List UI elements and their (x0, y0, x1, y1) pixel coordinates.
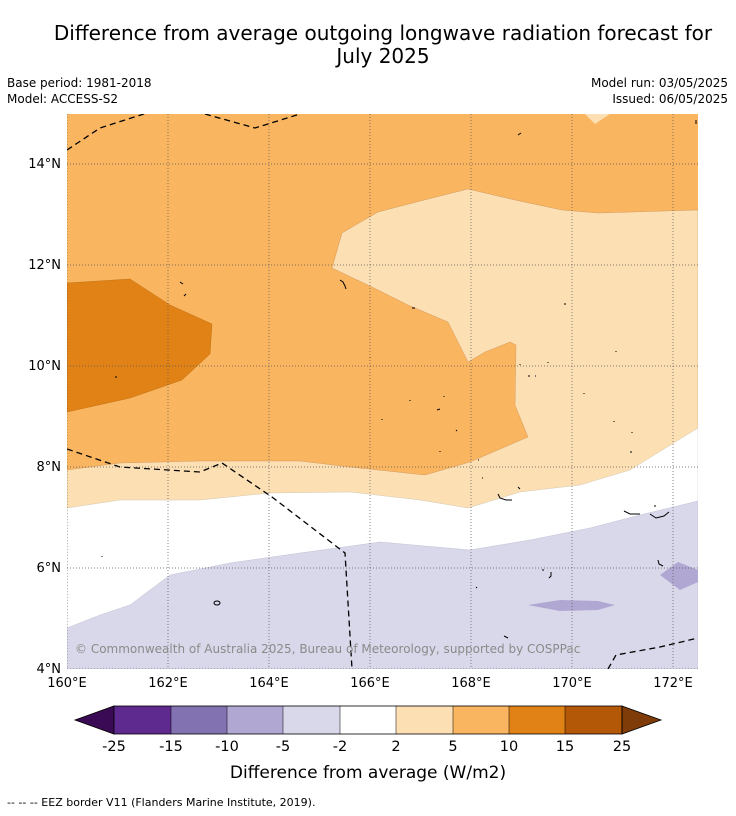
cb-tick-9: 25 (613, 739, 631, 755)
lat-label-8n: 8°N (37, 460, 62, 475)
cb-tick-3: -5 (276, 739, 290, 755)
cb-tick-6: 5 (448, 739, 457, 755)
colorbar-dividers (170, 706, 566, 734)
cb-tick-1: -15 (159, 739, 183, 755)
lon-label-166e: 166°E (350, 676, 390, 691)
lat-label-4n: 4°N (37, 662, 62, 677)
colorbar-outline (113, 705, 623, 735)
region-minus-5-to-minus-2 (67, 500, 698, 669)
colorbar-swatch-6 (396, 706, 453, 734)
colorbar-tick-labels: -25 -15 -10 -5 -2 2 5 10 15 25 (102, 739, 631, 755)
lon-label-168e: 168°E (451, 676, 491, 691)
meta-right: Model run: 03/05/2025 Issued: 06/05/2025 (591, 75, 728, 107)
model-name: Model: ACCESS-S2 (7, 92, 119, 106)
colorbar: -25 -15 -10 -5 -2 2 5 10 15 25 Differenc… (73, 705, 663, 783)
lat-label-10n: 10°N (28, 359, 61, 374)
colorbar-swatch-5 (340, 706, 396, 734)
lon-label-162e: 162°E (148, 676, 188, 691)
cb-tick-0: -25 (102, 739, 126, 755)
eez-legend-note: -- -- -- EEZ border V11 (Flanders Marine… (7, 796, 316, 809)
colorbar-swatch-7 (453, 706, 509, 734)
chart-title: Difference from average outgoing longwav… (30, 22, 736, 68)
lon-label-170e: 170°E (552, 676, 592, 691)
lon-label-164e: 164°E (249, 676, 289, 691)
cb-tick-7: 10 (500, 739, 518, 755)
issued-date: Issued: 06/05/2025 (612, 92, 728, 106)
colorbar-swatch-8 (509, 706, 565, 734)
colorbar-title: Difference from average (W/m2) (230, 763, 506, 783)
base-period: Base period: 1981-2018 (7, 76, 152, 90)
colorbar-extend-low (73, 705, 115, 735)
colorbar-extend-high (621, 705, 663, 735)
colorbar-swatch-1 (114, 706, 171, 734)
longitude-labels: 160°E 162°E 164°E 166°E 168°E 170°E 172°… (47, 676, 693, 691)
copyright-notice: © Commonwealth of Australia 2025, Bureau… (75, 642, 580, 656)
title-line-1: Difference from average outgoing longwav… (53, 21, 713, 45)
cb-tick-4: -2 (333, 739, 347, 755)
lon-label-160e: 160°E (47, 676, 87, 691)
latitude-labels: 14°N 12°N 10°N 8°N 6°N 4°N (28, 157, 61, 677)
lat-label-14n: 14°N (28, 157, 61, 172)
region-2-to-5-top (585, 114, 610, 124)
lon-label-172e: 172°E (653, 676, 693, 691)
cb-tick-2: -10 (215, 739, 239, 755)
region-minus-10-to-minus-5-b (660, 562, 698, 590)
lat-label-6n: 6°N (37, 561, 62, 576)
region-minus-10-to-minus-5-a (528, 600, 615, 611)
model-run: Model run: 03/05/2025 (590, 76, 728, 90)
colorbar-swatch-9 (565, 706, 622, 734)
cb-tick-8: 15 (556, 739, 574, 755)
eez-borders (67, 114, 698, 669)
region-10-to-15 (67, 278, 213, 413)
meta-left: Base period: 1981-2018 Model: ACCESS-S2 (7, 75, 152, 107)
gridlines (67, 114, 698, 669)
map-plot-area: © Commonwealth of Australia 2025, Bureau… (67, 114, 698, 669)
colorbar-swatch-2 (171, 706, 227, 734)
islands (101, 120, 697, 639)
lat-label-12n: 12°N (28, 258, 61, 273)
cb-tick-5: 2 (391, 739, 400, 755)
title-line-2: July 2025 (336, 44, 430, 68)
colorbar-swatch-3 (227, 706, 283, 734)
colorbar-swatch-4 (283, 706, 340, 734)
